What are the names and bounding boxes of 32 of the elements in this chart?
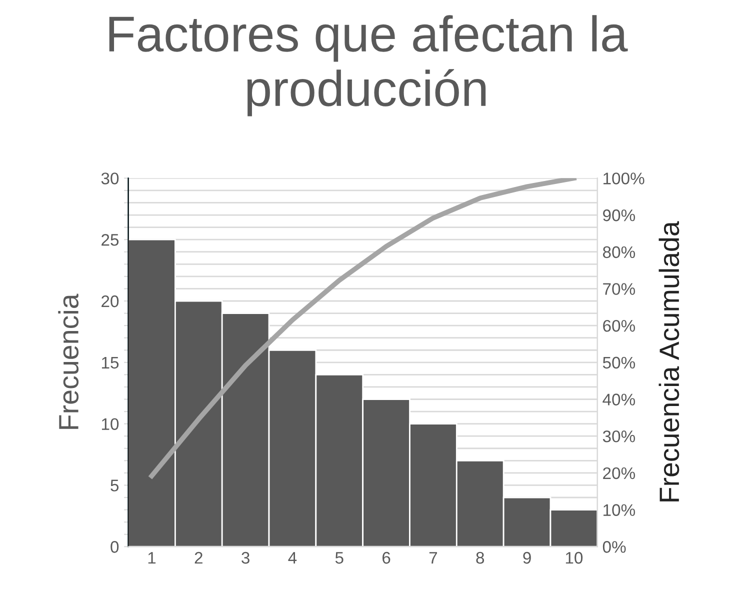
y2-tick-label: 30%: [602, 430, 636, 442]
x-tick-label: 4: [288, 552, 297, 564]
y2-tick-label: 40%: [602, 394, 636, 406]
y-tick-label: 30: [101, 172, 119, 184]
y-tick-label: 10: [102, 418, 119, 430]
chart-title: Factores que afectan la producción: [109, 15, 628, 116]
x-tick-label: 3: [242, 552, 250, 564]
x-tick-label: 6: [382, 552, 390, 564]
y2-tick-label: 100%: [604, 172, 644, 184]
x-tick-label: 8: [476, 552, 484, 564]
y2-tick-label: 90%: [603, 209, 636, 222]
x-tick-label: 5: [335, 552, 344, 564]
y2-tick-label: 60%: [603, 320, 636, 332]
y2-tick-label: 80%: [602, 246, 636, 258]
x-tick-label: 1: [148, 552, 156, 564]
y2-tick-label: 10%: [604, 504, 636, 516]
y-tick-label: 0: [110, 541, 119, 553]
x-tick-label: 10: [566, 552, 583, 564]
y-axis-title: Frecuencia: [58, 294, 79, 429]
line-series: [149, 178, 576, 478]
y-tick-label: 15: [102, 356, 119, 369]
y2-tick-label: 20%: [603, 467, 636, 480]
y2-tick-label: 70%: [603, 283, 636, 295]
x-tick-label: 7: [429, 552, 437, 564]
x-tick-label: 9: [523, 552, 531, 564]
y2-tick-label: 50%: [602, 356, 636, 369]
y2-axis-title: Frecuencia Acumulada: [658, 221, 680, 502]
x-tick-label: 2: [194, 552, 202, 564]
y2-tick-label: 0%: [602, 541, 626, 553]
y-tick-label: 20: [102, 295, 119, 308]
y-tick-label: 25: [102, 234, 119, 246]
y-tick-label: 5: [110, 480, 119, 492]
